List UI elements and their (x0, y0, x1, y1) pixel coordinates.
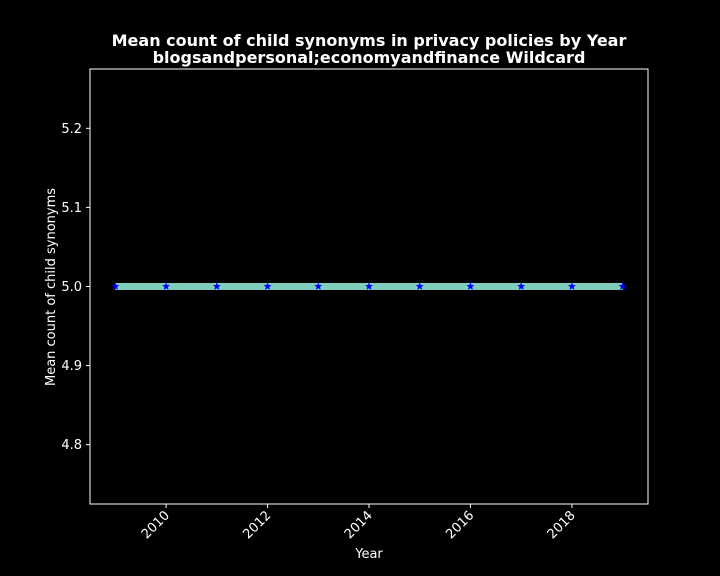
y-tick-label: 5.1 (61, 201, 82, 216)
y-tick-label: 4.9 (61, 359, 82, 374)
data-point-star-marker (212, 282, 221, 290)
y-tick-label: 5.2 (61, 122, 82, 137)
y-tick-label: 5.0 (61, 280, 82, 295)
x-tick-label: 2016 (443, 508, 477, 542)
chart-title-line2: blogsandpersonal;economyandfinance Wildc… (153, 48, 586, 67)
data-point-star-marker (365, 282, 373, 290)
data-point-star-marker (618, 282, 627, 290)
y-axis-ticks: 4.8 4.9 5.0 5.1 5.2 (61, 122, 90, 453)
data-point-star-marker (314, 282, 323, 290)
data-point-star-marker (517, 282, 526, 290)
data-point-star-marker (162, 282, 171, 290)
x-axis-ticks: 2010 2012 2014 2016 2018 (139, 504, 579, 542)
data-point-star-marker (415, 282, 424, 290)
y-tick-label: 4.8 (61, 438, 82, 453)
chart-title-line1: Mean count of child synonyms in privacy … (112, 31, 627, 50)
y-axis-label: Mean count of child synonyms (44, 188, 59, 386)
x-axis-label: Year (354, 547, 383, 562)
data-point-star-marker (466, 282, 475, 290)
x-tick-label: 2018 (545, 508, 579, 542)
x-tick-label: 2010 (139, 508, 173, 542)
data-point-star-marker (263, 282, 272, 290)
x-tick-label: 2014 (342, 508, 376, 542)
x-tick-label: 2012 (240, 508, 274, 542)
series-group (111, 282, 627, 290)
data-point-star-marker (111, 282, 120, 290)
data-point-star-marker (567, 282, 576, 290)
